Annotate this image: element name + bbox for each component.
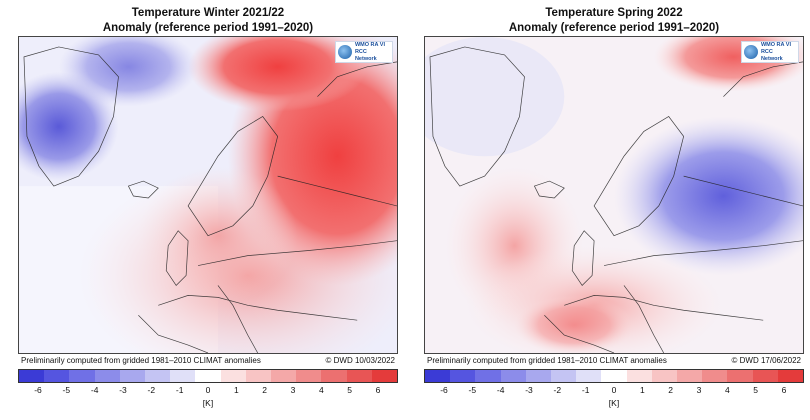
wmo-logo: WMO RA VI RCC Network	[335, 41, 393, 63]
colorbar-segment	[601, 370, 627, 382]
colorbar-tick-label: 3	[290, 385, 296, 395]
map-panel-spring: Temperature Spring 2022 Anomaly (referen…	[424, 0, 804, 420]
colorbar-segment	[500, 370, 526, 382]
logo-line-2: RCC Network	[760, 48, 783, 62]
colorbar-tick-label: 6	[781, 385, 787, 395]
colorbar-tick-label: -3	[119, 385, 127, 395]
colorbar-tick-label: 1	[639, 385, 645, 395]
map-graphic	[19, 37, 397, 353]
colorbar-tick-label: -1	[175, 385, 184, 395]
colorbar-segment	[19, 370, 45, 382]
colorbar-segment	[195, 370, 221, 382]
colorbar-tick-label: -4	[90, 385, 99, 395]
wmo-logo: WMO RA VI RCC Network	[741, 41, 799, 63]
colorbar-tick-label: -6	[34, 385, 42, 395]
colorbar-tick-label: 0	[205, 385, 211, 395]
colorbar-tick-label: 0	[611, 385, 617, 395]
title-line-1: Temperature Winter 2021/22	[131, 7, 285, 19]
colorbar-segment	[371, 370, 398, 382]
colorbar-tick-label: -6	[440, 385, 448, 395]
colorbar-segment	[450, 370, 476, 382]
colorbar-segment	[119, 370, 146, 382]
caption-source: Preliminarily computed from gridded 1981…	[427, 356, 667, 365]
colorbar-segment	[727, 370, 753, 382]
colorbar-tick-label: -1	[581, 385, 590, 395]
colorbar-segment	[525, 370, 552, 382]
colorbar-tick-label: -3	[525, 385, 533, 395]
logo-line-2: RCC Network	[354, 48, 377, 62]
colorbar-segment	[271, 370, 297, 382]
colorbar	[18, 369, 398, 383]
map-panel-winter: Temperature Winter 2021/22 Anomaly (refe…	[18, 0, 398, 420]
colorbar-segment	[44, 370, 70, 382]
colorbar-segment	[245, 370, 272, 382]
colorbar-segment	[69, 370, 95, 382]
panel-title: Temperature Spring 2022 Anomaly (referen…	[424, 6, 804, 36]
caption-copyright: © DWD 10/03/2022	[325, 356, 395, 365]
colorbar-tick-label: 3	[696, 385, 702, 395]
colorbar-tick-label: 4	[318, 385, 324, 395]
colorbar-segment	[752, 370, 778, 382]
colorbar-segment	[626, 370, 652, 382]
colorbar-segment	[576, 370, 602, 382]
colorbar	[424, 369, 804, 383]
map-caption: Preliminarily computed from gridded 1981…	[424, 355, 804, 367]
colorbar-tick-label: -5	[62, 385, 71, 395]
map-graphic	[425, 37, 803, 353]
colorbar-unit: [K]	[202, 398, 214, 408]
colorbar-tick-label: -2	[553, 385, 562, 395]
colorbar-tick-label: 5	[753, 385, 759, 395]
map-caption: Preliminarily computed from gridded 1981…	[18, 355, 398, 367]
colorbar-segment	[777, 370, 804, 382]
wmo-emblem-icon	[744, 45, 758, 59]
logo-line-1: WMO RA VI	[354, 41, 385, 48]
colorbar-segment	[702, 370, 728, 382]
colorbar-tick-label: 1	[233, 385, 239, 395]
colorbar-segment	[145, 370, 171, 382]
colorbar-segment	[220, 370, 246, 382]
colorbar-tick-label: 5	[347, 385, 353, 395]
title-line-1: Temperature Spring 2022	[545, 7, 683, 19]
colorbar-tick-label: 4	[724, 385, 730, 395]
colorbar-tick-label: 2	[668, 385, 674, 395]
colorbar-ticks: -6 -5 -4 -3 -2 -1 0 1 2 3 4 5 6	[424, 385, 804, 397]
logo-line-1: WMO RA VI	[760, 41, 791, 48]
panel-title: Temperature Winter 2021/22 Anomaly (refe…	[18, 6, 398, 36]
colorbar-tick-label: -5	[468, 385, 477, 395]
caption-source: Preliminarily computed from gridded 1981…	[21, 356, 261, 365]
colorbar-segment	[346, 370, 372, 382]
colorbar-segment	[425, 370, 451, 382]
colorbar-segment	[296, 370, 322, 382]
colorbar-segment	[475, 370, 501, 382]
colorbar-segment	[321, 370, 347, 382]
colorbar-segment	[94, 370, 120, 382]
anomaly-map: WMO RA VI RCC Network	[424, 36, 804, 354]
colorbar-segment	[677, 370, 703, 382]
colorbar-segment	[170, 370, 196, 382]
wmo-emblem-icon	[338, 45, 352, 59]
colorbar-tick-label: -2	[147, 385, 156, 395]
colorbar-unit: [K]	[608, 398, 620, 408]
colorbar-ticks: -6 -5 -4 -3 -2 -1 0 1 2 3 4 5 6	[18, 385, 398, 397]
colorbar-tick-label: 6	[375, 385, 381, 395]
caption-copyright: © DWD 17/06/2022	[731, 356, 801, 365]
colorbar-segment	[551, 370, 577, 382]
colorbar-segment	[651, 370, 678, 382]
anomaly-map: WMO RA VI RCC Network	[18, 36, 398, 354]
colorbar-tick-label: 2	[262, 385, 268, 395]
title-line-2: Anomaly (reference period 1991–2020)	[508, 22, 720, 34]
title-line-2: Anomaly (reference period 1991–2020)	[102, 22, 314, 34]
colorbar-tick-label: -4	[496, 385, 505, 395]
